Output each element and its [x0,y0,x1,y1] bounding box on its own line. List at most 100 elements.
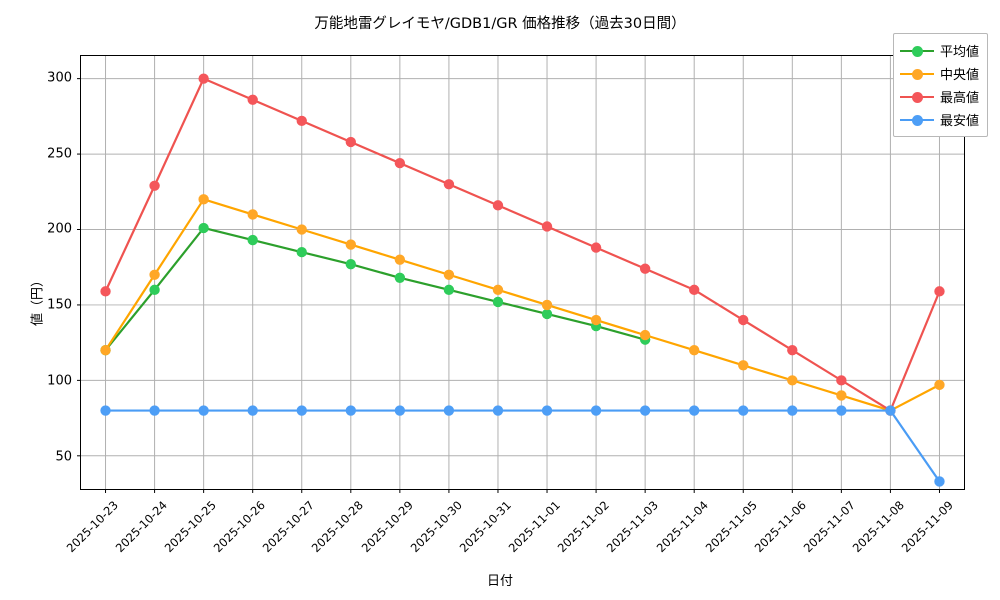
data-point-marker [149,269,160,280]
data-point-marker [836,390,847,401]
series-line-4 [104,409,941,483]
x-axis-tick-label: 2025-11-09 [899,498,957,556]
data-point-marker [149,284,160,296]
legend-color-swatch-icon [899,44,934,58]
x-axis-tick-label: 2025-10-27 [259,498,318,556]
data-point-marker [296,115,307,127]
data-point-marker [541,299,553,311]
data-point-marker [836,405,847,416]
legend-item[interactable]: 最高値 [899,85,979,108]
data-point-marker [443,284,455,296]
data-point-marker [394,272,406,283]
legend-item[interactable]: 中央値 [899,62,979,85]
data-point-marker [247,209,258,220]
data-point-marker [492,200,504,211]
data-point-marker [689,405,700,416]
x-axis-tick-label: 2025-11-07 [800,498,858,556]
legend-item-label: 最高値 [939,91,979,106]
data-point-marker [345,405,356,416]
data-point-marker [443,269,455,280]
data-point-marker [394,405,406,416]
legend-color-swatch-icon [899,113,934,127]
data-point-marker [100,405,111,416]
y-axis-tick-label: 200 [47,221,72,237]
legend-color-swatch-icon [899,67,934,81]
data-point-marker [394,157,406,169]
data-point-marker [689,345,700,356]
data-point-marker [345,239,356,250]
x-axis-tick-label: 2025-10-24 [112,498,170,556]
x-axis-tick-label: 2025-10-29 [358,498,416,556]
data-point-marker [541,221,553,232]
data-point-marker [296,246,307,258]
series-line-1 [104,226,647,352]
data-point-marker [885,405,896,416]
legend-item[interactable]: 平均値 [899,39,979,62]
series-line-2 [104,198,941,412]
data-point-marker [296,224,307,235]
legend-item-label: 中央値 [939,68,979,83]
y-axis-tick-label: 150 [47,297,72,313]
chart-legend: 平均値中央値最高値最安値 [892,33,988,137]
data-point-marker [492,296,504,308]
data-point-marker [787,405,798,416]
x-axis-tick-label: 2025-11-05 [702,498,760,556]
data-point-marker [247,234,258,246]
x-axis-tick-label: 2025-11-03 [604,498,662,556]
data-point-marker [590,314,602,326]
data-point-marker [738,360,749,371]
series-line-3 [104,77,941,412]
x-axis-tick-label: 2025-11-01 [505,498,563,556]
data-point-marker [590,242,602,253]
data-point-marker [492,284,504,296]
chart-title: 万能地雷グレイモヤ/GDB1/GR 価格推移（過去30日間） [314,16,686,32]
y-axis-tick-label: 100 [47,373,72,389]
x-axis-tick-label: 2025-10-26 [210,498,268,556]
data-point-marker [443,405,455,416]
y-axis-tick-labels: 50 100 150 200 250 300 [0,0,72,600]
x-axis-tick-label: 2025-10-30 [407,498,465,556]
legend-item[interactable]: 最安値 [899,108,979,131]
data-point-marker [541,405,553,416]
data-point-marker [934,286,945,297]
data-point-marker [836,375,847,386]
data-point-marker [149,405,160,416]
legend-item-label: 最安値 [939,114,979,129]
data-point-marker [198,194,209,205]
x-axis-tick-label: 2025-10-31 [456,498,514,556]
data-point-marker [100,345,111,356]
data-point-marker [443,179,455,190]
data-point-marker [738,405,749,416]
data-point-marker [639,329,651,341]
x-axis-tick-label: 2025-11-06 [751,498,809,556]
legend-color-swatch-icon [899,90,934,104]
data-point-marker [345,136,356,148]
y-axis-tick-label: 50 [55,449,72,465]
data-point-marker [296,405,307,416]
data-point-marker [787,345,798,356]
x-axis-tick-label: 2025-10-28 [309,498,367,556]
data-point-marker [198,222,209,234]
data-point-marker [738,314,749,326]
data-point-marker [149,180,160,191]
legend-item-label: 平均値 [939,45,979,60]
data-point-marker [639,263,651,274]
data-point-marker [590,405,602,416]
data-point-marker [100,286,111,297]
data-point-marker [247,405,258,416]
y-axis-tick-label: 300 [47,70,72,86]
data-point-marker [198,73,209,84]
data-point-marker [689,284,700,296]
data-series-layer [100,73,945,487]
data-point-marker [934,476,945,487]
data-point-marker [639,405,651,416]
data-point-marker [787,375,798,386]
data-point-marker [492,405,504,416]
x-axis-tick-label: 2025-10-23 [63,498,121,556]
data-point-marker [247,94,258,105]
data-point-marker [934,379,945,391]
data-point-marker [394,254,406,265]
x-axis-label: 日付 [486,574,513,589]
x-axis-tick-label: 2025-10-25 [161,498,219,556]
